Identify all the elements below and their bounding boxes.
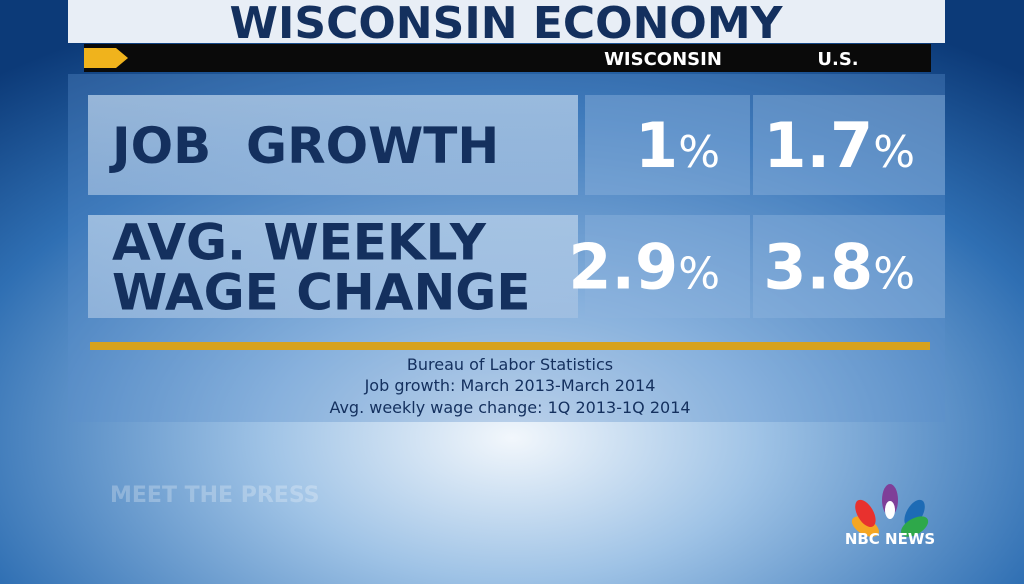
value-number: 2.9 — [568, 231, 678, 304]
value-unit: % — [873, 127, 915, 178]
peacock — [851, 484, 929, 537]
label-cell — [88, 95, 578, 195]
row-label: WAGE CHANGE — [112, 264, 530, 322]
value: 1.7% — [763, 109, 915, 182]
value: 3.8% — [763, 231, 915, 304]
source-line: Avg. weekly wage change: 1Q 2013-1Q 2014 — [329, 398, 690, 417]
column-header: U.S. — [817, 49, 858, 70]
value: 1% — [635, 109, 720, 182]
value-unit: % — [678, 127, 720, 178]
arrow — [84, 48, 128, 68]
value-cell — [753, 95, 945, 195]
value-number: 1.7 — [763, 109, 873, 182]
source-line: Bureau of Labor Statistics — [407, 355, 613, 374]
value: 2.9% — [568, 231, 720, 304]
row-label: JOB GROWTH — [109, 117, 499, 175]
title: WISCONSIN ECONOMY — [230, 0, 784, 49]
value-number: 1 — [635, 109, 678, 182]
value-unit: % — [678, 249, 720, 300]
source-line: Job growth: March 2013-March 2014 — [364, 376, 656, 395]
row-label: AVG. WEEKLY — [112, 214, 487, 272]
column-header: WISCONSIN — [604, 49, 722, 70]
title-bar — [68, 0, 945, 43]
value-cell — [585, 215, 750, 318]
divider — [90, 342, 930, 350]
watermark: MEET THE PRESS — [110, 483, 320, 508]
value-unit: % — [873, 249, 915, 300]
value-number: 3.8 — [763, 231, 873, 304]
label-cell — [88, 215, 578, 318]
header-bar — [84, 44, 931, 72]
value-cell — [585, 95, 750, 195]
value-cell — [753, 215, 945, 318]
logo-text: NBC NEWS — [845, 530, 935, 548]
